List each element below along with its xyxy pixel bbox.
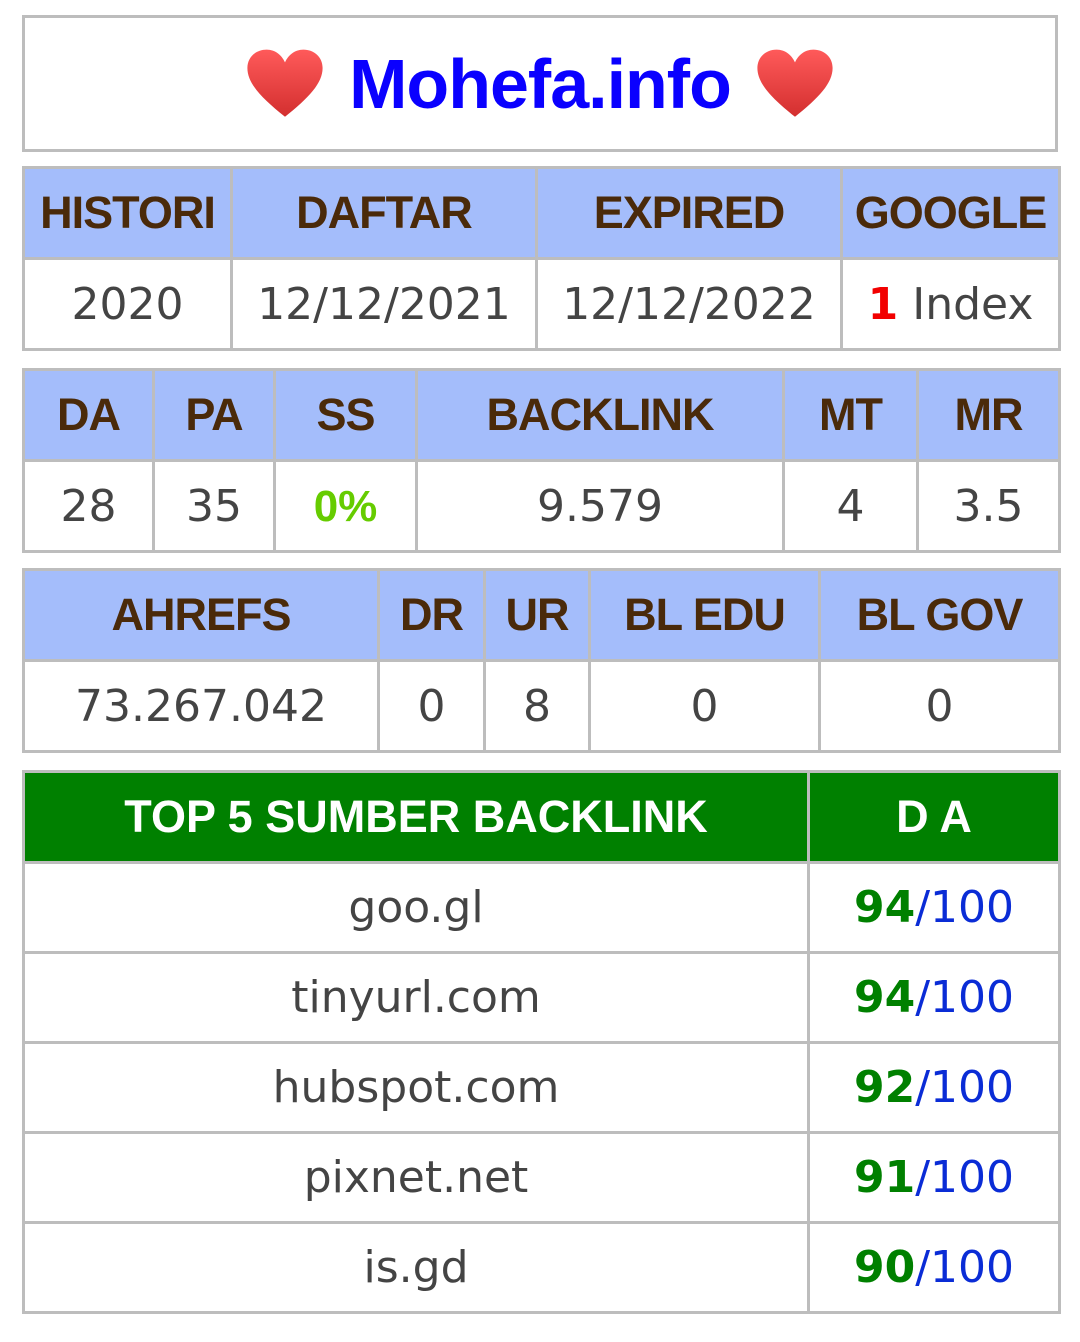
header-row: AHREFS DR UR BL EDU BL GOV [22, 568, 1061, 662]
header-pa: PA [152, 368, 276, 462]
pa-value: 35 [152, 459, 276, 553]
table-row: is.gd 90/100 [22, 1221, 1061, 1314]
daftar-value: 12/12/2021 [230, 257, 538, 351]
value-row: 73.267.042 0 8 0 0 [22, 659, 1061, 753]
da-score: 90 [853, 1242, 916, 1293]
header-dr: DR [377, 568, 486, 662]
backlink-source[interactable]: pixnet.net [22, 1131, 810, 1224]
header-mt: MT [782, 368, 919, 462]
da-score: 94 [853, 882, 916, 933]
site-name[interactable]: Mohefa.info [349, 44, 732, 123]
backlink-da: 91/100 [807, 1131, 1061, 1224]
header-da-score: D A [807, 770, 1061, 864]
header-backlink: BACKLINK [415, 368, 785, 462]
ahrefs-value: 73.267.042 [22, 659, 380, 753]
header-ahrefs: AHREFS [22, 568, 380, 662]
histori-value: 2020 [22, 257, 233, 351]
heart-icon [247, 49, 323, 117]
header-bl-edu: BL EDU [588, 568, 821, 662]
heart-icon [757, 49, 833, 117]
header-histori: HISTORI [22, 166, 233, 260]
header-expired: EXPIRED [535, 166, 843, 260]
backlink-source[interactable]: hubspot.com [22, 1041, 810, 1134]
da-max: /100 [915, 882, 1015, 933]
domain-dates-table: HISTORI DAFTAR EXPIRED GOOGLE 2020 12/12… [22, 166, 1061, 351]
table-row: pixnet.net 91/100 [22, 1131, 1061, 1224]
header-bl-gov: BL GOV [818, 568, 1061, 662]
value-row: 2020 12/12/2021 12/12/2022 1 Index [22, 257, 1061, 351]
google-index-value: 1 Index [840, 257, 1061, 351]
backlink-da: 94/100 [807, 951, 1061, 1044]
google-index-count: 1 [867, 278, 899, 330]
google-index-label: Index [912, 278, 1034, 330]
header-top-sources: TOP 5 SUMBER BACKLINK [22, 770, 810, 864]
header-ur: UR [483, 568, 591, 662]
da-score: 92 [853, 1062, 916, 1113]
header-row: HISTORI DAFTAR EXPIRED GOOGLE [22, 166, 1061, 260]
expired-value: 12/12/2022 [535, 257, 843, 351]
spam-score: 0% [313, 481, 378, 531]
da-value: 28 [22, 459, 155, 553]
ss-value: 0% [273, 459, 418, 553]
table-row: hubspot.com 92/100 [22, 1041, 1061, 1134]
mr-value: 3.5 [916, 459, 1061, 553]
backlink-source[interactable]: goo.gl [22, 861, 810, 954]
ahrefs-table: AHREFS DR UR BL EDU BL GOV 73.267.042 0 … [22, 568, 1061, 753]
header-row: TOP 5 SUMBER BACKLINK D A [22, 770, 1061, 864]
bl-edu-value: 0 [588, 659, 821, 753]
header-row: DA PA SS BACKLINK MT MR [22, 368, 1061, 462]
da-score: 91 [853, 1152, 916, 1203]
dr-value: 0 [377, 659, 486, 753]
table-row: goo.gl 94/100 [22, 861, 1061, 954]
header-daftar: DAFTAR [230, 166, 538, 260]
backlink-da: 94/100 [807, 861, 1061, 954]
header-google: GOOGLE [840, 166, 1061, 260]
header-da: DA [22, 368, 155, 462]
ur-value: 8 [483, 659, 591, 753]
top-backlinks-table: TOP 5 SUMBER BACKLINK D A goo.gl 94/100 … [22, 770, 1061, 1314]
backlink-da: 92/100 [807, 1041, 1061, 1134]
da-max: /100 [915, 1062, 1015, 1113]
backlink-source[interactable]: is.gd [22, 1221, 810, 1314]
site-title-box: Mohefa.info [22, 15, 1058, 152]
seo-metrics-table: DA PA SS BACKLINK MT MR 28 35 0% 9.579 4… [22, 368, 1061, 553]
da-max: /100 [915, 1242, 1015, 1293]
mt-value: 4 [782, 459, 919, 553]
value-row: 28 35 0% 9.579 4 3.5 [22, 459, 1061, 553]
bl-gov-value: 0 [818, 659, 1061, 753]
backlink-da: 90/100 [807, 1221, 1061, 1314]
backlink-source[interactable]: tinyurl.com [22, 951, 810, 1044]
header-ss: SS [273, 368, 418, 462]
table-row: tinyurl.com 94/100 [22, 951, 1061, 1044]
header-mr: MR [916, 368, 1061, 462]
da-score: 94 [853, 972, 916, 1023]
backlink-value: 9.579 [415, 459, 785, 553]
da-max: /100 [915, 1152, 1015, 1203]
da-max: /100 [915, 972, 1015, 1023]
